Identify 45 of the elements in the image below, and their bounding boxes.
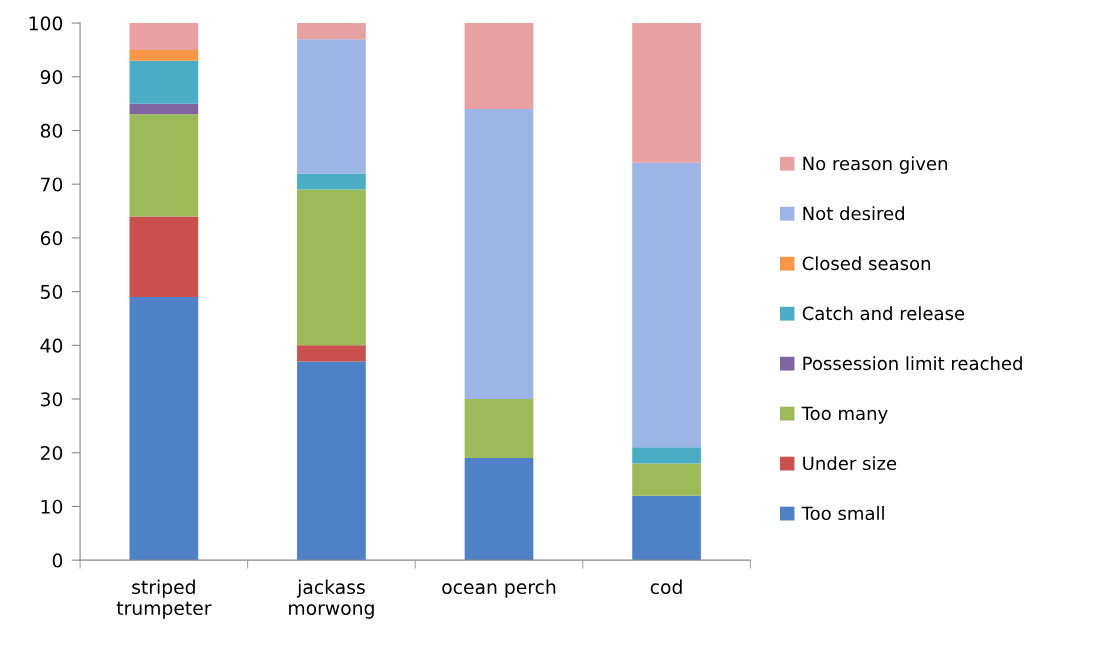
bar bbox=[297, 23, 366, 40]
bar bbox=[297, 361, 366, 561]
legend-label: Catch and release bbox=[802, 306, 965, 321]
bar bbox=[129, 114, 199, 217]
legend-label: Not desired bbox=[803, 206, 904, 221]
bar bbox=[632, 495, 701, 561]
bar bbox=[129, 103, 199, 115]
bar bbox=[464, 458, 534, 561]
bar bbox=[632, 162, 701, 448]
y-tick-label: 70 bbox=[41, 177, 63, 192]
bar bbox=[129, 49, 199, 61]
bar bbox=[464, 23, 534, 109]
legend-label: No reason given bbox=[803, 156, 947, 174]
bar bbox=[464, 109, 534, 400]
legend-label: Under size bbox=[803, 456, 897, 471]
x-tick-label: striped trumpeter bbox=[116, 579, 212, 619]
x-tick-label: cod bbox=[650, 579, 682, 595]
bar bbox=[297, 345, 366, 362]
bar bbox=[632, 463, 701, 496]
y-tick-label: 20 bbox=[40, 445, 63, 461]
bar bbox=[297, 189, 366, 346]
bar bbox=[464, 399, 534, 459]
x-tick-label: jackass morwong bbox=[289, 579, 374, 619]
y-tick-label: 10 bbox=[41, 499, 63, 514]
x-tick-label: ocean perch bbox=[442, 579, 556, 598]
bar bbox=[297, 173, 366, 190]
legend-label: Too small bbox=[801, 506, 884, 521]
y-tick-label: 50 bbox=[41, 284, 63, 299]
y-tick-label: 90 bbox=[40, 69, 63, 85]
bar bbox=[129, 216, 199, 297]
bar bbox=[129, 296, 199, 561]
bar bbox=[632, 447, 701, 464]
legend-label: Possession limit reached bbox=[803, 356, 1022, 371]
legend-label: Closed season bbox=[802, 256, 930, 271]
legend-label: Too many bbox=[801, 406, 888, 424]
y-tick-label: 60 bbox=[40, 231, 63, 246]
y-tick-label: 100 bbox=[29, 16, 63, 31]
bar bbox=[129, 60, 199, 104]
y-tick-label: 40 bbox=[40, 338, 63, 353]
bar bbox=[297, 39, 366, 174]
bar bbox=[129, 23, 199, 50]
y-tick-label: 30 bbox=[40, 392, 63, 407]
y-tick-label: 80 bbox=[40, 123, 63, 138]
y-tick-label: 0 bbox=[52, 553, 63, 568]
bar bbox=[632, 23, 701, 163]
